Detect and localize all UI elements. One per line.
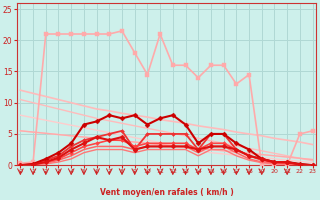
X-axis label: Vent moyen/en rafales ( km/h ): Vent moyen/en rafales ( km/h ) xyxy=(100,188,233,197)
